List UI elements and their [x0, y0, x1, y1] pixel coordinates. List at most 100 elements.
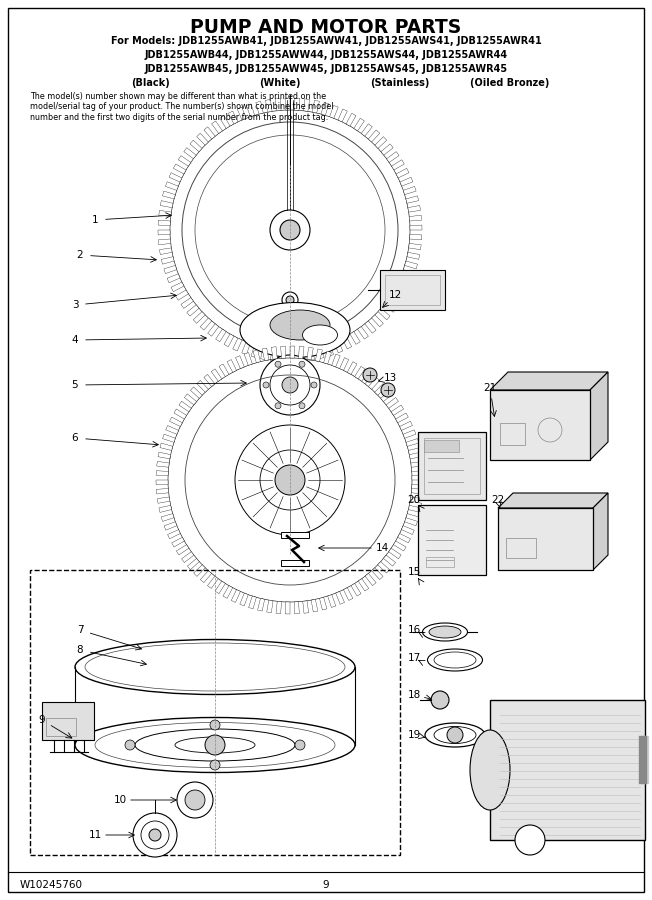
Polygon shape [208, 324, 218, 337]
Polygon shape [258, 598, 265, 611]
Polygon shape [159, 211, 171, 217]
Text: 17: 17 [408, 653, 421, 663]
Ellipse shape [429, 626, 461, 638]
Polygon shape [176, 544, 189, 555]
Text: 18: 18 [408, 690, 421, 700]
Polygon shape [160, 248, 172, 255]
Polygon shape [184, 148, 196, 158]
Polygon shape [340, 357, 349, 370]
Polygon shape [372, 568, 383, 580]
Polygon shape [161, 256, 174, 265]
Polygon shape [262, 348, 269, 361]
Text: 3: 3 [72, 300, 78, 310]
Circle shape [447, 727, 463, 743]
Polygon shape [295, 98, 300, 111]
Polygon shape [237, 107, 246, 120]
Polygon shape [190, 140, 202, 152]
Text: (Stainless): (Stainless) [370, 78, 430, 88]
Polygon shape [207, 576, 218, 589]
Polygon shape [346, 113, 356, 126]
Polygon shape [248, 596, 256, 608]
Ellipse shape [270, 310, 330, 340]
Polygon shape [158, 220, 170, 226]
Circle shape [185, 790, 205, 810]
Polygon shape [403, 430, 416, 438]
Polygon shape [162, 434, 175, 442]
Polygon shape [351, 583, 361, 596]
Text: (White): (White) [259, 78, 301, 88]
Polygon shape [365, 573, 376, 586]
Polygon shape [157, 497, 170, 503]
Polygon shape [160, 201, 173, 208]
Polygon shape [361, 124, 372, 136]
Polygon shape [372, 315, 383, 327]
Polygon shape [381, 144, 393, 155]
Polygon shape [386, 398, 398, 409]
Polygon shape [348, 362, 357, 374]
Polygon shape [381, 391, 393, 401]
Circle shape [125, 740, 135, 750]
Text: 14: 14 [376, 543, 389, 553]
Polygon shape [375, 383, 387, 395]
Polygon shape [181, 298, 194, 309]
Polygon shape [187, 305, 199, 316]
Ellipse shape [422, 623, 467, 641]
Polygon shape [316, 349, 323, 362]
Text: 20: 20 [408, 495, 421, 505]
Text: For Models: JDB1255AWB41, JDB1255AWW41, JDB1255AWS41, JDB1255AWR41: For Models: JDB1255AWB41, JDB1255AWW41, … [111, 36, 541, 46]
Ellipse shape [425, 723, 485, 747]
Polygon shape [166, 182, 178, 191]
Polygon shape [235, 356, 244, 368]
Polygon shape [276, 601, 282, 614]
Ellipse shape [303, 325, 338, 345]
Bar [490, 390, 590, 460]
Polygon shape [490, 372, 608, 390]
Polygon shape [389, 293, 402, 304]
Polygon shape [362, 372, 372, 384]
Polygon shape [307, 347, 313, 360]
Polygon shape [319, 598, 327, 610]
Polygon shape [242, 342, 250, 355]
Bar [46, 718, 76, 736]
Polygon shape [498, 493, 608, 508]
Polygon shape [219, 364, 229, 376]
Text: 1: 1 [92, 215, 98, 225]
Text: 9: 9 [38, 715, 45, 725]
Polygon shape [256, 102, 263, 114]
Polygon shape [173, 164, 186, 174]
Bar [281, 560, 309, 566]
Polygon shape [215, 581, 226, 594]
Text: 7: 7 [77, 625, 83, 635]
Bar [281, 532, 309, 538]
Circle shape [381, 383, 395, 397]
Ellipse shape [240, 302, 350, 357]
Polygon shape [162, 191, 175, 199]
Polygon shape [290, 346, 295, 358]
Polygon shape [299, 349, 304, 362]
Polygon shape [185, 394, 196, 405]
Ellipse shape [75, 717, 355, 772]
Polygon shape [411, 484, 424, 490]
Bar [418, 432, 486, 500]
Circle shape [275, 403, 281, 409]
Polygon shape [396, 413, 408, 423]
Circle shape [177, 782, 213, 818]
Bar [30, 570, 400, 855]
Polygon shape [389, 548, 401, 559]
Polygon shape [398, 534, 411, 543]
Polygon shape [350, 331, 360, 345]
Polygon shape [408, 447, 421, 454]
Text: 2: 2 [77, 250, 83, 260]
Bar [42, 702, 94, 740]
Polygon shape [280, 346, 286, 358]
Polygon shape [246, 104, 255, 117]
Text: The model(s) number shown may be different than what is printed on the
model/ser: The model(s) number shown may be differe… [30, 92, 334, 122]
Polygon shape [404, 186, 416, 194]
Text: 6: 6 [72, 433, 78, 443]
Circle shape [282, 292, 298, 308]
Polygon shape [233, 338, 242, 351]
Polygon shape [317, 346, 324, 359]
Polygon shape [223, 586, 233, 598]
Circle shape [263, 382, 269, 388]
Polygon shape [402, 526, 414, 535]
